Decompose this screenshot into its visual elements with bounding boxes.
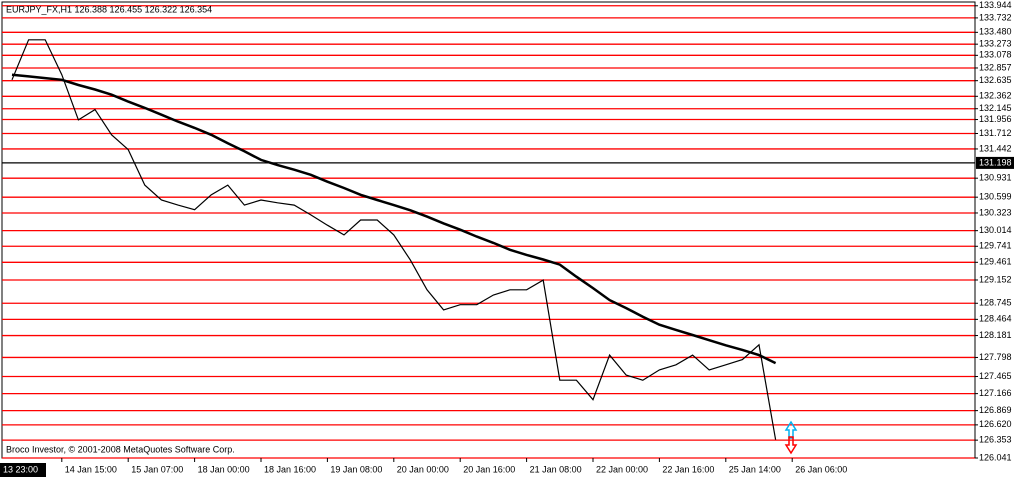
down-arrow (784, 436, 798, 455)
y-tick-label: 131.712 (979, 128, 1012, 138)
y-tick-label: 130.014 (979, 225, 1012, 235)
x-tick-label: 21 Jan 08:00 (530, 464, 582, 474)
up-arrow (784, 420, 798, 439)
x-tick-label: 25 Jan 14:00 (729, 464, 781, 474)
y-tick-label: 127.465 (979, 371, 1012, 381)
y-tick-label: 132.362 (979, 91, 1012, 101)
bid-box (976, 156, 1014, 169)
y-tick-label: 131.956 (979, 114, 1012, 124)
series-line (11, 39, 777, 440)
x-tick-label: 14 Jan 15:00 (65, 464, 117, 474)
y-tick-label: 131.442 (979, 143, 1012, 153)
y-tick-label: 133.732 (979, 12, 1012, 22)
cursor-label: 13 23:00 (3, 464, 38, 474)
x-tick-label: 18 Jan 16:00 (264, 464, 316, 474)
y-tick-label: 130.599 (979, 192, 1012, 202)
y-tick-label: 126.620 (979, 419, 1012, 429)
y-tick-label: 129.741 (979, 241, 1012, 251)
x-tick-label: 15 Jan 07:00 (131, 464, 183, 474)
cursor-box (0, 463, 46, 477)
y-tick-label: 132.145 (979, 103, 1012, 113)
y-tick-label: 128.464 (979, 314, 1012, 324)
signal-arrows (784, 420, 798, 455)
y-tick-label: 133.273 (979, 39, 1012, 49)
x-tick-label: 20 Jan 16:00 (463, 464, 515, 474)
y-tick-label: 128.181 (979, 330, 1012, 340)
y-tick-label: 133.944 (979, 0, 1012, 10)
y-tick-label: 130.931 (979, 173, 1012, 183)
x-tick-label: 22 Jan 00:00 (596, 464, 648, 474)
y-tick-label: 126.353 (979, 435, 1012, 445)
y-tick-label: 126.041 (979, 452, 1012, 462)
y-tick-label: 133.078 (979, 50, 1012, 60)
x-tick-label: 18 Jan 00:00 (198, 464, 250, 474)
y-tick-label: 133.480 (979, 27, 1012, 37)
series-line (11, 73, 777, 365)
copyright: Broco Investor, © 2001-2008 MetaQuotes S… (6, 444, 235, 454)
y-tick-label: 132.857 (979, 62, 1012, 72)
y-tick-label: 129.461 (979, 257, 1012, 267)
x-tick-label: 22 Jan 16:00 (662, 464, 714, 474)
x-tick-label: 26 Jan 06:00 (795, 464, 847, 474)
bid-label: 131.198 (979, 157, 1012, 167)
y-tick-label: 132.635 (979, 75, 1012, 85)
y-tick-label: 126.869 (979, 405, 1012, 415)
y-tick-label: 130.323 (979, 207, 1012, 217)
y-tick-label: 128.745 (979, 298, 1012, 308)
chart-title: EURJPY_FX,H1 126.388 126.455 126.322 126… (6, 4, 212, 14)
y-tick-label: 127.166 (979, 388, 1012, 398)
y-tick-label: 129.152 (979, 274, 1012, 284)
x-tick-label: 20 Jan 00:00 (397, 464, 449, 474)
x-tick-label: 19 Jan 08:00 (330, 464, 382, 474)
y-tick-label: 127.798 (979, 352, 1012, 362)
